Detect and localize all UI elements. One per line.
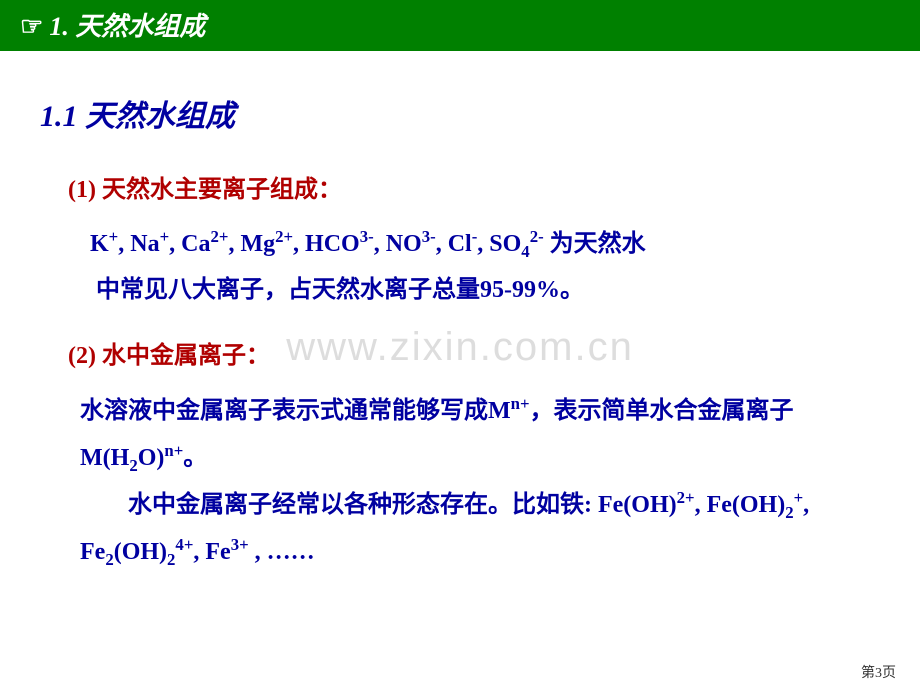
metal-ion-para2: 水中金属离子经常以各种形态存在。比如铁: Fe(OH)2+, Fe(OH)2+,… (80, 482, 880, 576)
subheading-1: (1) 天然水主要离子组成： (68, 169, 880, 204)
pointing-hand-icon: ☞ (20, 12, 43, 42)
subheading-2: (2) 水中金属离子： (68, 335, 880, 370)
ion-list-line1: K+, Na+, Ca2+, Mg2+, HCO3-, NO3-, Cl-, S… (90, 231, 646, 257)
header-bar: ☞1. 天然水组成 (0, 0, 920, 51)
metal-ion-para1: 水溶液中金属离子表示式通常能够写成Mn+，表示简单水合金属离子M(H2O)n+。 (80, 388, 880, 482)
page-number: 第3页 (861, 662, 896, 682)
header-title: 1. 天然水组成 (49, 12, 205, 41)
section-title: 1.1 天然水组成 (40, 91, 880, 135)
ion-list-paragraph: K+, Na+, Ca2+, Mg2+, HCO3-, NO3-, Cl-, S… (90, 222, 880, 313)
ion-list-line2: 中常见八大离子，占天然水离子总量95-99%。 (90, 277, 584, 303)
content-area: 1.1 天然水组成 (1) 天然水主要离子组成： K+, Na+, Ca2+, … (0, 51, 920, 575)
metal-ion-paragraph: 水溶液中金属离子表示式通常能够写成Mn+，表示简单水合金属离子M(H2O)n+。… (80, 388, 880, 575)
